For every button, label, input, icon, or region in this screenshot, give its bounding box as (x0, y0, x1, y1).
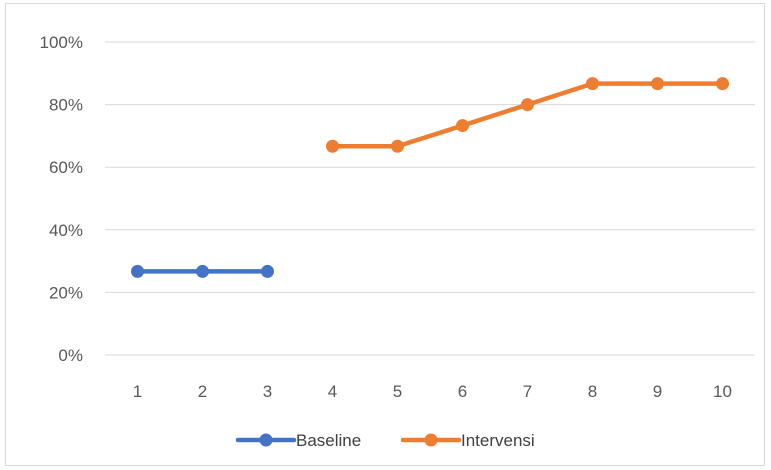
x-tick-label: 8 (588, 382, 597, 401)
x-tick-label: 9 (653, 382, 662, 401)
chart-area (5, 3, 765, 466)
x-tick-label: 2 (198, 382, 207, 401)
legend-label: Baseline (296, 431, 361, 450)
data-point-intervensi (391, 139, 404, 153)
x-tick-label: 5 (393, 382, 402, 401)
data-point-intervensi (586, 77, 599, 91)
y-axis-tick-labels: 0% 20% 40% 60% 80% 100% (40, 33, 83, 365)
data-point-intervensi (326, 139, 339, 153)
series-group (131, 77, 729, 278)
x-tick-label: 4 (328, 382, 337, 401)
data-point-baseline (261, 264, 274, 278)
legend-marker (259, 433, 273, 447)
legend-item-intervensi: Intervensi (400, 431, 535, 450)
y-tick-label: 40% (49, 221, 83, 240)
data-point-intervensi (716, 77, 729, 91)
legend-label: Intervensi (461, 431, 535, 450)
legend-marker (424, 433, 438, 447)
data-point-intervensi (456, 119, 469, 133)
x-tick-label: 6 (458, 382, 467, 401)
data-point-intervensi (521, 98, 534, 112)
legend-item-baseline: Baseline (235, 431, 361, 450)
y-tick-label: 20% (49, 283, 83, 302)
x-tick-label: 10 (713, 382, 732, 401)
gridlines (105, 41, 755, 356)
x-tick-label: 7 (523, 382, 532, 401)
legend: Baseline Intervensi (235, 431, 535, 450)
y-tick-label: 0% (58, 346, 83, 365)
data-point-baseline (196, 264, 209, 278)
y-tick-label: 100% (40, 33, 83, 52)
y-tick-label: 60% (49, 158, 83, 177)
series-line-intervensi (330, 81, 725, 149)
data-point-intervensi (651, 77, 664, 91)
x-tick-label: 1 (133, 382, 142, 401)
data-point-baseline (131, 264, 144, 278)
y-tick-label: 80% (49, 96, 83, 115)
x-tick-label: 3 (263, 382, 272, 401)
x-axis-tick-labels: 1 2 3 4 5 6 7 8 9 10 (133, 382, 732, 401)
